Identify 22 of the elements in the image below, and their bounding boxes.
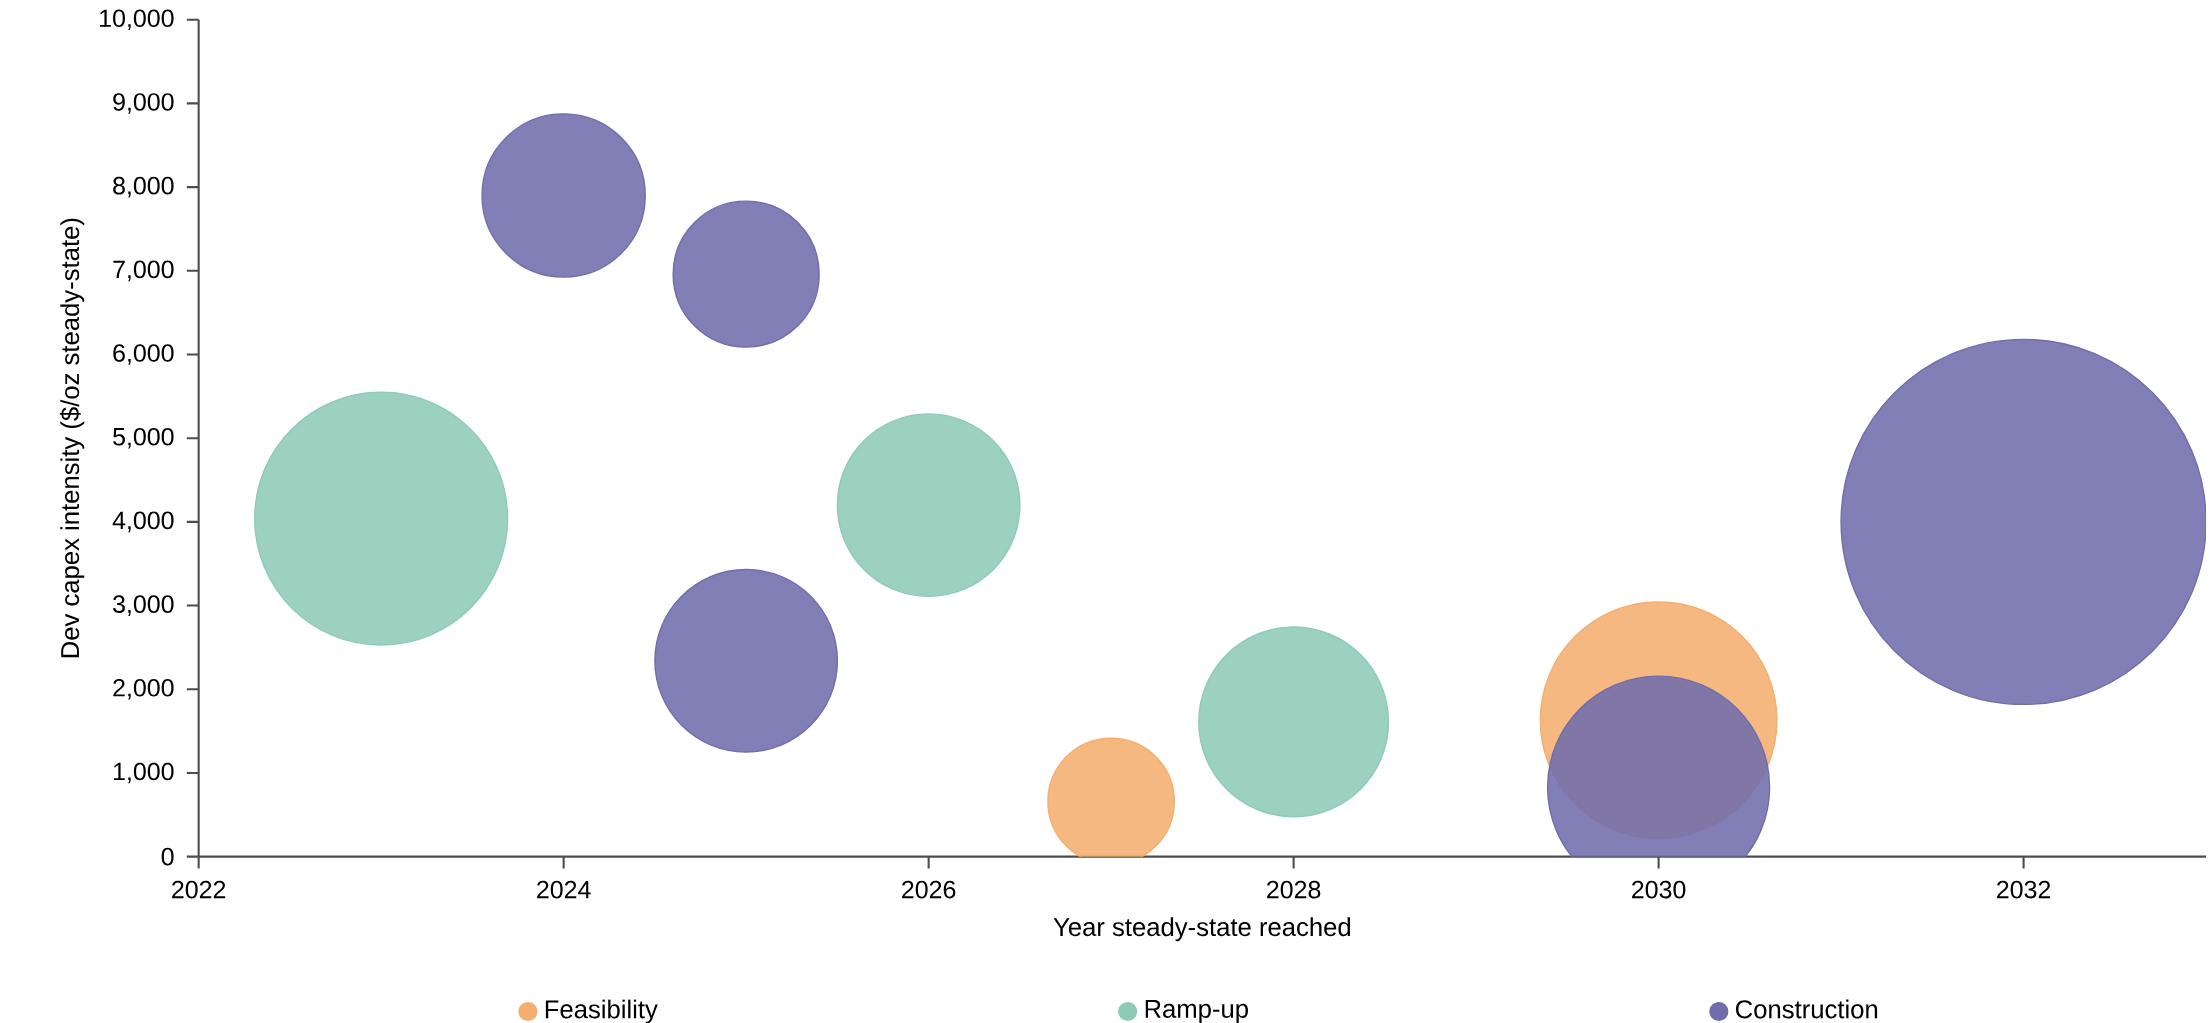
x-tick-label: 2026	[902, 880, 956, 899]
y-tick-label: 3,000	[113, 595, 174, 616]
y-tick-label: 0	[161, 847, 174, 866]
x-tick-label: 2028	[1267, 880, 1321, 899]
y-tick-label: 6,000	[113, 344, 174, 365]
x-tick-label: 2030	[1632, 880, 1686, 899]
legend-label: Ramp-up	[1145, 999, 1248, 1023]
y-tick-label: 1,000	[113, 762, 174, 784]
y-tick-label: 8,000	[113, 176, 174, 198]
legend-label: Construction	[1735, 999, 1878, 1019]
x-tick-label: 2032	[1997, 880, 2051, 899]
y-tick-label: 7,000	[113, 260, 174, 281]
y-tick-label: 9,000	[113, 92, 174, 114]
y-tick-label: 2,000	[113, 678, 174, 700]
y-tick-label: 4,000	[112, 511, 174, 532]
x-tick-label: 2022	[172, 880, 226, 899]
legend-label: Feasibility	[545, 999, 658, 1023]
y-tick-label: 5,000	[113, 427, 174, 449]
y-axis-title: Dev capex intensity ($/oz steady-state)	[59, 218, 85, 657]
x-tick-label: 2024	[537, 880, 591, 899]
y-tick-label: 10,000	[100, 9, 174, 30]
x-axis-title: Year steady-state reached	[1053, 917, 1351, 942]
